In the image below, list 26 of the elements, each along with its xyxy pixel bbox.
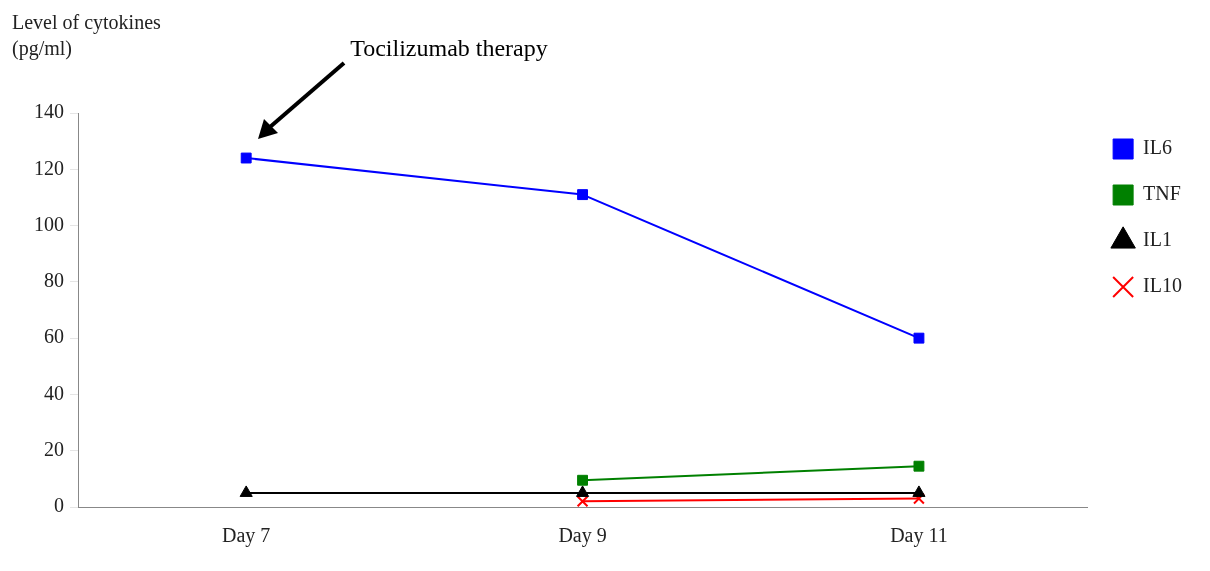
point <box>576 485 590 497</box>
y-tick-label: 120 <box>34 156 64 179</box>
point <box>577 189 589 201</box>
y-tick-label: 140 <box>34 100 64 123</box>
legend-label: IL1 <box>1143 228 1173 251</box>
point <box>913 332 925 344</box>
x-tick-label: Day 9 <box>558 524 607 548</box>
point <box>577 474 589 486</box>
text: Tocilizumab therapy <box>350 35 548 62</box>
point <box>576 495 589 507</box>
y-tick-label: 100 <box>34 212 64 235</box>
y-tick-label: 40 <box>44 381 64 404</box>
y-tick-label: 20 <box>44 437 64 460</box>
y-tick-label: 60 <box>44 325 64 348</box>
point <box>912 485 926 497</box>
x-tick-label: Day 11 <box>890 524 948 548</box>
point <box>240 152 252 164</box>
x-tick-label: Day 7 <box>222 524 271 548</box>
legend-label: IL10 <box>1143 274 1183 297</box>
y-tick-label: 0 <box>54 494 64 517</box>
point <box>239 485 253 497</box>
legend-label: IL6 <box>1143 136 1173 159</box>
point <box>913 460 925 472</box>
y-tick-label: 80 <box>44 269 64 292</box>
legend-label: TNF <box>1143 182 1181 205</box>
y-axis-title: Level of cytokines (pg/ml) <box>12 11 162 61</box>
